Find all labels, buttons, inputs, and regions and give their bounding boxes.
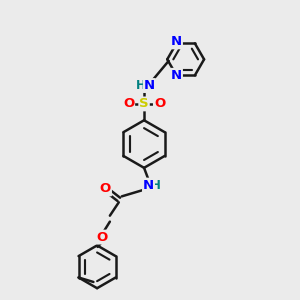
- Text: O: O: [96, 231, 107, 244]
- Text: N: N: [171, 69, 182, 82]
- Text: H: H: [150, 178, 160, 192]
- Text: H: H: [136, 79, 146, 92]
- Text: O: O: [100, 182, 111, 195]
- Text: N: N: [171, 35, 182, 48]
- Text: O: O: [154, 98, 165, 110]
- Text: S: S: [139, 98, 149, 110]
- Text: O: O: [123, 98, 134, 110]
- Text: N: N: [143, 178, 154, 192]
- Text: N: N: [144, 79, 155, 92]
